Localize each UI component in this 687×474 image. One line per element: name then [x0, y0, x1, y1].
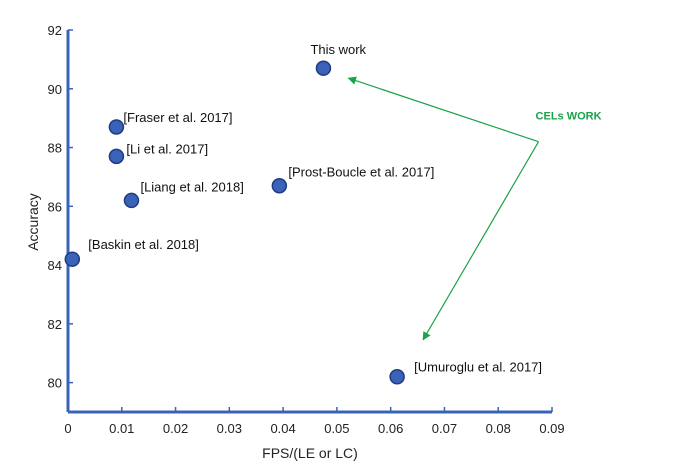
arrow-to-this-work [347, 76, 539, 143]
x-tick-label: 0 [64, 421, 71, 436]
data-point [64, 251, 81, 267]
point-labels: This work [Fraser et al. 2017] [Li et al. … [88, 42, 542, 375]
y-tick-label: 88 [48, 141, 62, 156]
x-tick-label: 0.09 [539, 421, 564, 436]
arrow-to-umuroglu [422, 141, 540, 341]
annotation-cels-work: CELs WORK [536, 111, 602, 123]
point-label: [Umuroglu et al. 2017] [414, 360, 542, 375]
data-point [108, 119, 125, 135]
point-label: This work [310, 42, 366, 57]
point-label: [Prost-Boucle et al. 2017] [288, 165, 434, 180]
x-tick-label: 0.04 [270, 421, 295, 436]
x-tick-label: 0.06 [378, 421, 403, 436]
data-point [123, 192, 140, 209]
data-point [389, 368, 405, 385]
point-label: [Li et al. 2017] [126, 141, 208, 156]
data-point [315, 60, 332, 76]
point-label: [Fraser et al. 2017] [123, 110, 232, 125]
x-tick-label: 0.05 [324, 421, 349, 436]
point-label: [Baskin et al. 2018] [88, 237, 199, 252]
y-axis-title: Accuracy [25, 193, 41, 251]
x-tick-label: 0.08 [486, 421, 511, 436]
y-tick-label: 82 [48, 317, 62, 332]
x-tick-label: 0.01 [109, 421, 134, 436]
y-tick-label: 80 [48, 376, 62, 391]
callout-arrows [347, 76, 540, 341]
x-tick-label: 0.02 [163, 421, 188, 436]
axes [66, 30, 552, 414]
x-tick-label: 0.03 [217, 421, 242, 436]
x-tick-label: 0.07 [432, 421, 457, 436]
x-axis-title: FPS/(LE or LC) [262, 445, 358, 461]
y-tick-label: 86 [48, 199, 62, 214]
data-point [108, 148, 125, 165]
y-tick-label: 84 [48, 258, 62, 273]
data-points [64, 60, 405, 385]
y-tick-label: 90 [48, 82, 62, 97]
y-ticks: 80 82 84 86 88 90 92 [48, 23, 73, 391]
x-ticks: 0 0.01 0.02 0.03 0.04 0.05 0.06 0.07 0.08 0.09 [64, 407, 565, 436]
data-point [271, 177, 288, 194]
y-tick-label: 92 [48, 23, 62, 38]
point-label: [Liang et al. 2018] [140, 179, 243, 194]
